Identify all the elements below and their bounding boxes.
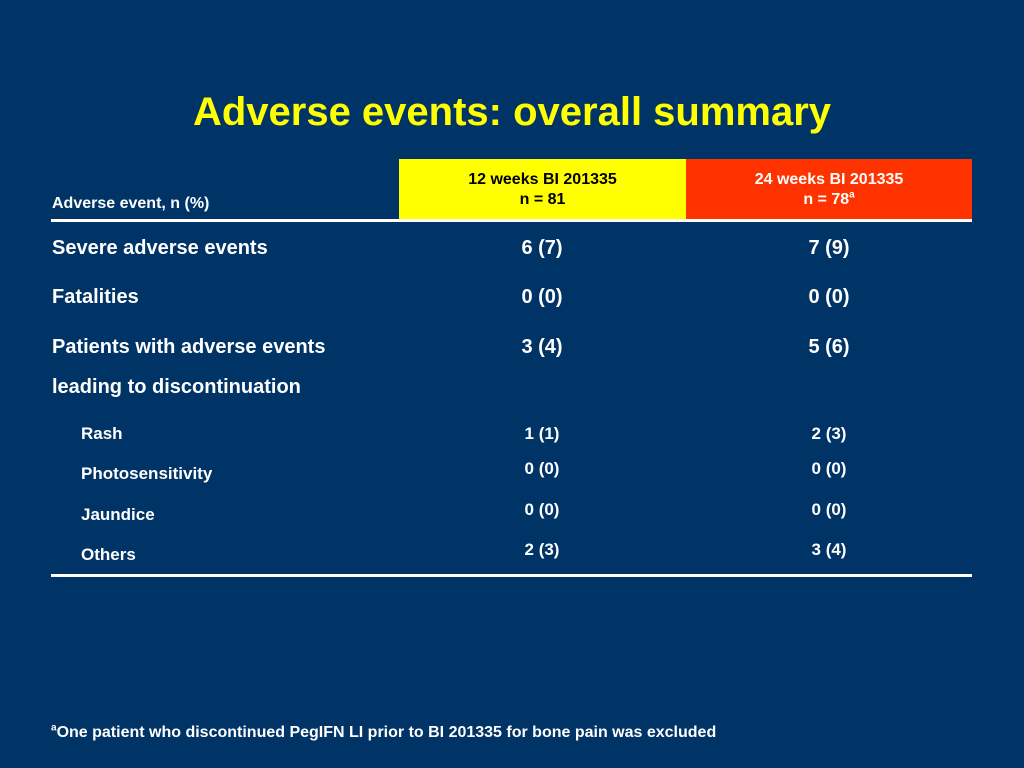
row-value-discontinuation-24wk: 5 (6) [808, 336, 850, 358]
row-value-jaundice-24wk: 0 (0) [811, 500, 847, 519]
footnote: aOne patient who discontinued PegIFN LI … [51, 723, 716, 743]
row-value-others-12wk: 2 (3) [524, 540, 560, 559]
col2-header-title: 24 weeks BI 201335 [754, 170, 904, 188]
row-label-fatalities: Fatalities [52, 286, 139, 308]
row-label-photosensitivity: Photosensitivity [81, 464, 213, 483]
row-label-discontinuation-cont: leading to discontinuation [52, 376, 301, 398]
col2-header-footnote-marker: a [849, 189, 855, 201]
row-value-rash-24wk: 2 (3) [811, 424, 847, 443]
row-label-jaundice: Jaundice [81, 505, 155, 524]
row-value-fatalities-12wk: 0 (0) [521, 286, 563, 308]
footnote-text: One patient who discontinued PegIFN LI p… [56, 724, 717, 741]
row-value-photosensitivity-24wk: 0 (0) [811, 459, 847, 478]
table-header-24-weeks: 24 weeks BI 201335 n = 78a [686, 159, 972, 220]
row-label-discontinuation: Patients with adverse events [52, 336, 326, 358]
col1-header-n: n = 81 [519, 190, 566, 208]
row-label-rash: Rash [81, 424, 123, 443]
slide-title: Adverse events: overall summary [192, 90, 832, 134]
row-label-others: Others [81, 545, 136, 564]
table-header-12-weeks: 12 weeks BI 201335 n = 81 [399, 159, 686, 220]
col1-header-title: 12 weeks BI 201335 [468, 170, 617, 188]
row-value-discontinuation-12wk: 3 (4) [521, 336, 563, 358]
table-header-row-label: Adverse event, n (%) [52, 195, 210, 212]
row-value-severe-12wk: 6 (7) [521, 237, 563, 259]
row-value-rash-12wk: 1 (1) [524, 424, 560, 443]
row-value-severe-24wk: 7 (9) [808, 237, 850, 259]
table-top-rule [51, 219, 972, 222]
col2-header-n: n = 78 [803, 190, 850, 208]
row-value-others-24wk: 3 (4) [811, 540, 847, 559]
row-value-jaundice-12wk: 0 (0) [524, 500, 560, 519]
col2-header-n-wrap: n = 78a [686, 190, 972, 210]
footnote-marker: a [51, 722, 57, 734]
row-label-severe-adverse-events: Severe adverse events [52, 237, 268, 259]
table-bottom-rule [51, 574, 972, 577]
row-value-photosensitivity-12wk: 0 (0) [524, 459, 560, 478]
row-value-fatalities-24wk: 0 (0) [808, 286, 850, 308]
